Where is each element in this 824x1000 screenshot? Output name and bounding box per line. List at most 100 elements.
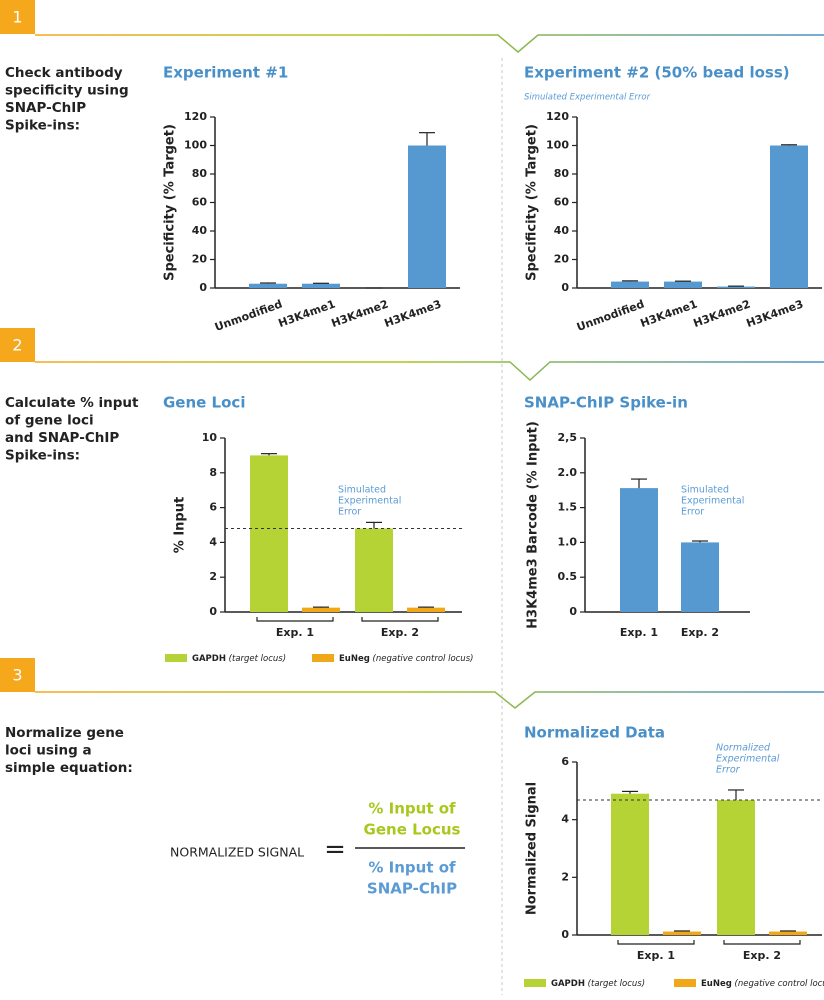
annotation: Error bbox=[338, 507, 361, 518]
legend-note: (negative control locus) bbox=[373, 654, 474, 664]
step-description: specificity using bbox=[5, 83, 129, 99]
y-tick-label: 80 bbox=[192, 167, 208, 180]
legend-swatch bbox=[312, 654, 334, 662]
step-divider bbox=[35, 34, 824, 53]
y-tick-label: 80 bbox=[554, 167, 570, 180]
bar bbox=[250, 455, 288, 612]
chart-title: Normalized Data bbox=[524, 724, 665, 742]
error-bar bbox=[622, 790, 638, 794]
bar bbox=[302, 283, 340, 288]
y-tick-label: 40 bbox=[192, 224, 208, 237]
y-tick-label: 6 bbox=[209, 501, 217, 514]
y-tick-label: 120 bbox=[546, 110, 569, 123]
y-tick-label: 2,5 bbox=[558, 431, 578, 444]
step-description: Spike-ins: bbox=[5, 118, 80, 134]
y-axis-label: Normalized Signal bbox=[525, 782, 540, 915]
x-tick-label: Exp. 1 bbox=[620, 626, 658, 639]
y-tick-label: 10 bbox=[202, 431, 218, 444]
x-tick-label: H3K4me2 bbox=[692, 297, 752, 330]
annotation: Simulated bbox=[681, 485, 729, 496]
y-axis-label: Specificity (% Target) bbox=[525, 124, 540, 281]
annotation: Experimental bbox=[716, 754, 780, 765]
y-tick-label: 0 bbox=[569, 605, 577, 618]
x-tick-label: Unmodified bbox=[213, 297, 284, 333]
step-description: SNAP-ChIP bbox=[5, 100, 86, 116]
bar bbox=[770, 145, 808, 288]
x-tick-label: H3K4me1 bbox=[277, 297, 337, 330]
y-tick-label: 0 bbox=[199, 281, 207, 294]
step-description: loci using a bbox=[5, 743, 92, 759]
y-tick-label: 60 bbox=[554, 196, 570, 209]
bar bbox=[620, 488, 658, 612]
bar bbox=[408, 145, 446, 288]
legend-name: GAPDH bbox=[551, 979, 585, 989]
x-tick-label: Exp. 2 bbox=[743, 949, 781, 962]
error-bar bbox=[622, 280, 638, 282]
y-tick-label: 20 bbox=[554, 253, 570, 266]
legend-entry: EuNeg (negative control locus) bbox=[701, 979, 824, 989]
chart-title: SNAP-ChIP Spike-in bbox=[524, 394, 688, 412]
bar bbox=[769, 931, 807, 935]
y-axis-label: % Input bbox=[173, 497, 188, 553]
equation-denominator: SNAP-ChIP bbox=[367, 880, 457, 898]
error-bar bbox=[366, 521, 382, 529]
step-divider bbox=[35, 691, 824, 709]
x-tick-label: Exp. 1 bbox=[276, 626, 314, 639]
chart-title: Experiment #2 (50% bead loss) bbox=[524, 64, 790, 82]
equation-left: NORMALIZED SIGNAL bbox=[170, 845, 304, 860]
y-tick-label: 4 bbox=[561, 813, 569, 826]
chart-subtitle: Simulated Experimental Error bbox=[524, 93, 651, 103]
legend-note: (target locus) bbox=[229, 654, 286, 664]
error-bar bbox=[419, 132, 435, 146]
step-number: 2 bbox=[12, 336, 22, 355]
error-bar bbox=[728, 789, 744, 801]
group-bracket bbox=[617, 940, 695, 945]
y-tick-label: 6 bbox=[561, 755, 569, 768]
x-tick-label: Unmodified bbox=[575, 297, 646, 333]
annotation: Simulated bbox=[338, 485, 386, 496]
chart-title: Experiment #1 bbox=[163, 64, 288, 82]
legend-entry: EuNeg (negative control locus) bbox=[339, 654, 473, 664]
step-description: and SNAP-ChIP bbox=[5, 430, 119, 446]
step-number: 3 bbox=[12, 666, 22, 685]
legend-name: EuNeg bbox=[339, 654, 370, 664]
group-bracket bbox=[256, 617, 334, 622]
error-bar bbox=[692, 540, 708, 543]
step-description: simple equation: bbox=[5, 760, 133, 776]
legend-entry: GAPDH (target locus) bbox=[192, 654, 286, 664]
annotation: Experimental bbox=[338, 496, 401, 507]
x-tick-label: Exp. 1 bbox=[637, 949, 675, 962]
group-bracket bbox=[361, 617, 439, 622]
bar bbox=[681, 542, 719, 612]
x-tick-label: H3K4me2 bbox=[330, 297, 390, 330]
chart-title: Gene Loci bbox=[163, 394, 245, 412]
x-tick-label: H3K4me1 bbox=[639, 297, 699, 330]
group-bracket bbox=[723, 940, 801, 945]
legend-swatch bbox=[165, 654, 187, 662]
annotation: Normalized bbox=[716, 743, 771, 754]
step-description: Check antibody bbox=[5, 65, 123, 81]
bar bbox=[611, 281, 649, 288]
y-axis-label: Specificity (% Target) bbox=[163, 124, 178, 281]
bar bbox=[302, 607, 340, 612]
step-description: Normalize gene bbox=[5, 725, 124, 741]
equation-operator: = bbox=[324, 835, 346, 865]
error-bar bbox=[631, 478, 647, 489]
y-tick-label: 40 bbox=[554, 224, 570, 237]
y-tick-label: 0 bbox=[209, 605, 217, 618]
y-tick-label: 2 bbox=[209, 570, 217, 583]
error-bar bbox=[418, 606, 434, 608]
legend-name: GAPDH bbox=[192, 654, 226, 664]
error-bar bbox=[313, 606, 329, 608]
bar bbox=[407, 607, 445, 612]
legend-entry: GAPDH (target locus) bbox=[551, 979, 645, 989]
y-tick-label: 60 bbox=[192, 196, 208, 209]
error-bar bbox=[261, 453, 277, 456]
step-badge bbox=[0, 0, 35, 34]
y-tick-label: 4 bbox=[209, 535, 217, 548]
annotation: Error bbox=[716, 765, 741, 776]
bar bbox=[717, 800, 755, 935]
annotation: Error bbox=[681, 507, 704, 518]
y-tick-label: 2 bbox=[561, 870, 569, 883]
y-axis-label: H3K4me3 Barcode (% Input) bbox=[526, 421, 541, 629]
